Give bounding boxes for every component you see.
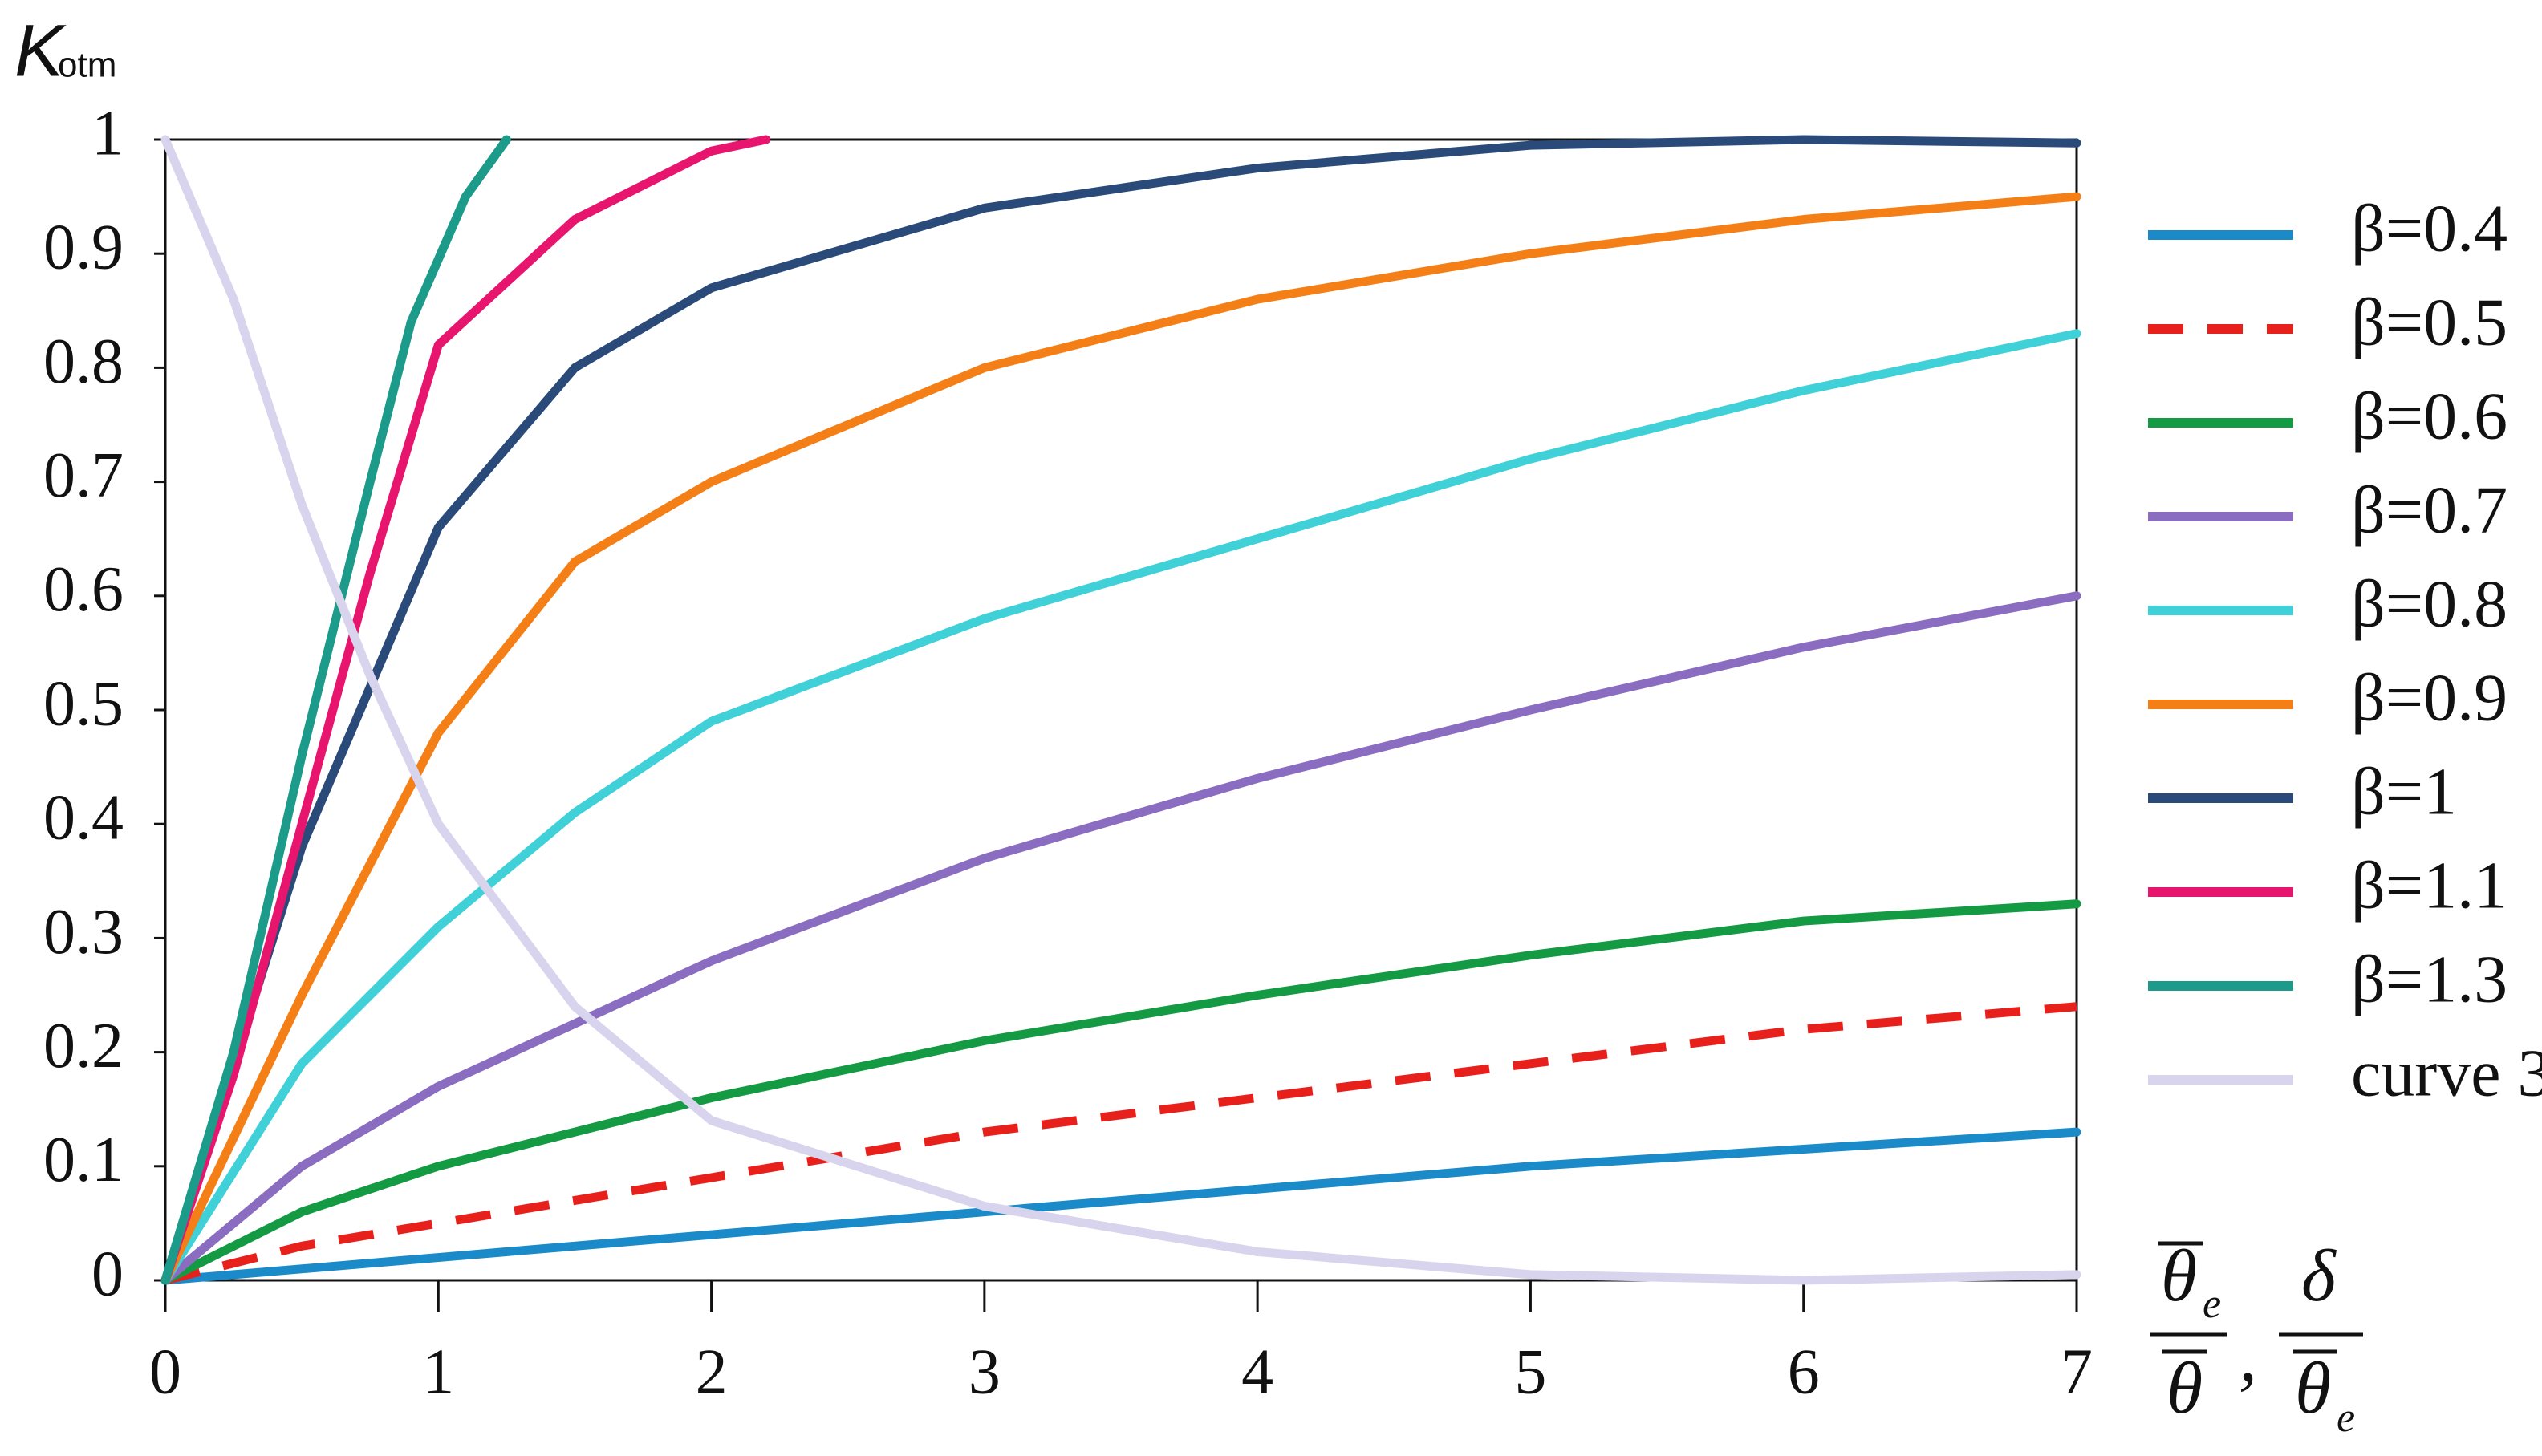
x-tick-label: 5 xyxy=(1514,1336,1546,1407)
y-tick-label: 0.1 xyxy=(43,1125,124,1195)
x-label-part: θ xyxy=(2161,1235,2197,1316)
x-label-part: δ xyxy=(2301,1235,2337,1316)
legend-label: curve 3 xyxy=(2351,1036,2542,1110)
y-tick-label: 0.2 xyxy=(43,1011,124,1081)
y-tick-label: 0.9 xyxy=(43,213,124,283)
x-label-part: θ xyxy=(2295,1347,2331,1429)
series-line xyxy=(160,591,2081,1285)
x-tick-label: 2 xyxy=(696,1336,728,1407)
x-tick-label: 0 xyxy=(149,1336,181,1407)
x-label-part: e xyxy=(2203,1281,2221,1327)
x-tick-label: 1 xyxy=(422,1336,454,1407)
y-label-subscript: otm xyxy=(58,46,116,85)
series-line xyxy=(160,135,2081,1285)
legend-label: β=1.1 xyxy=(2351,848,2507,923)
y-tick-label: 0.7 xyxy=(43,440,124,511)
legend-label: β=1.3 xyxy=(2351,942,2507,1016)
legend-label: β=0.9 xyxy=(2351,660,2507,735)
legend-label: β=1 xyxy=(2351,754,2457,829)
series-line xyxy=(160,135,771,1285)
legend-label: β=0.5 xyxy=(2351,285,2507,359)
legend-label: β=0.6 xyxy=(2351,379,2507,453)
y-tick-label: 0.5 xyxy=(43,668,124,739)
series-line xyxy=(160,1127,2081,1285)
series-line xyxy=(160,135,2081,1285)
y-tick-label: 0.6 xyxy=(43,554,124,625)
y-tick-label: 0.8 xyxy=(43,326,124,397)
series-line xyxy=(160,192,2081,1285)
legend-label: β=0.7 xyxy=(2351,472,2507,547)
series-line xyxy=(160,135,511,1285)
x-tick-label: 4 xyxy=(1241,1336,1273,1407)
y-label: K xyxy=(14,10,67,91)
series-line xyxy=(160,899,2081,1285)
series-line xyxy=(164,1002,2077,1285)
y-tick-label: 0.3 xyxy=(43,897,124,967)
series-line xyxy=(160,329,2081,1285)
x-label-part: θ xyxy=(2166,1347,2203,1429)
y-tick-label: 0 xyxy=(91,1239,124,1309)
y-tick-label: 0.4 xyxy=(43,783,124,854)
legend-label: β=0.8 xyxy=(2351,566,2507,641)
x-label-part: e xyxy=(2337,1395,2355,1441)
x-tick-label: 6 xyxy=(1788,1336,1820,1407)
y-tick-label: 1 xyxy=(91,98,124,168)
x-tick-label: 3 xyxy=(968,1336,1001,1407)
x-label-part: , xyxy=(2239,1315,2257,1397)
x-tick-label: 7 xyxy=(2061,1336,2093,1407)
legend-label: β=0.4 xyxy=(2351,191,2507,266)
x-label: θ e θ , δ θ e xyxy=(2150,1235,2363,1441)
